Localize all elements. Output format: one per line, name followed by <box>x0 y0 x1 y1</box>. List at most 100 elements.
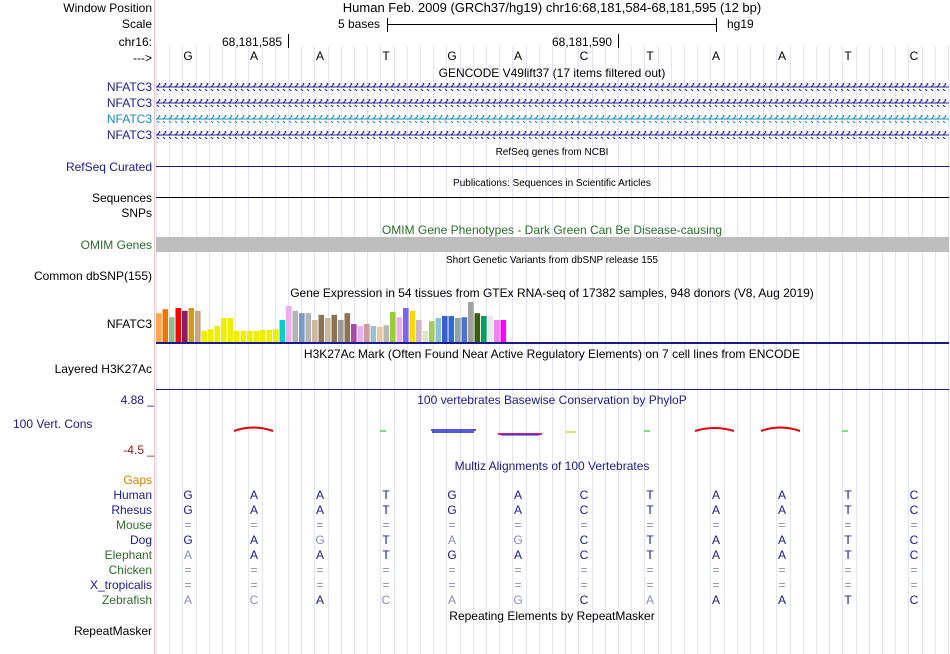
gtex-tissue-bar[interactable] <box>273 329 279 342</box>
gtex-tissue-bar[interactable] <box>331 314 338 342</box>
gtex-title[interactable]: Gene Expression in 54 tissues from GTEx … <box>290 286 814 300</box>
gtex-tissue-bar[interactable] <box>214 326 221 342</box>
gtex-tissue-bar[interactable] <box>409 310 416 342</box>
gtex-tissue-bar[interactable] <box>221 318 227 342</box>
species-label[interactable]: Zebrafish <box>101 593 152 607</box>
gtex-tissue-bar[interactable] <box>292 310 299 342</box>
gtex-tissue-bar[interactable] <box>448 316 455 342</box>
phylop-title[interactable]: 100 vertebrates Basewise Conservation by… <box>417 393 687 407</box>
gtex-tissue-bar[interactable] <box>247 330 253 342</box>
publications-line[interactable] <box>156 197 949 198</box>
omim-title[interactable]: OMIM Gene Phenotypes - Dark Green Can Be… <box>381 223 723 237</box>
gencode-item-label-1[interactable]: NFATC3 <box>106 80 152 94</box>
gtex-tissue-bar[interactable] <box>169 317 175 342</box>
gencode-title[interactable]: GENCODE V49lift37 (17 items filtered out… <box>438 66 666 80</box>
gtex-tissue-bar[interactable] <box>312 320 318 342</box>
multiz-title[interactable]: Multiz Alignments of 100 Vertebrates <box>454 459 650 473</box>
gtex-tissue-bar[interactable] <box>481 316 487 342</box>
refseq-title[interactable]: RefSeq genes from NCBI <box>495 147 609 158</box>
multiz-gaps-label[interactable]: Gaps <box>123 473 152 487</box>
gtex-tissue-bar[interactable] <box>182 310 188 342</box>
gtex-tissue-bar[interactable] <box>338 320 344 342</box>
refseq-label[interactable]: RefSeq Curated <box>65 160 152 174</box>
gtex-tissue-bar[interactable] <box>325 318 331 342</box>
gtex-tissue-bar[interactable] <box>357 326 364 342</box>
gtex-tissue-bar[interactable] <box>227 318 234 342</box>
gtex-tissue-bar[interactable] <box>279 320 286 342</box>
grid-line <box>420 46 421 654</box>
scale-bar <box>387 24 717 25</box>
gtex-tissue-bar[interactable] <box>260 330 266 342</box>
publications-title[interactable]: Publications: Sequences in Scientific Ar… <box>453 178 651 189</box>
gtex-tissue-bar[interactable] <box>390 312 396 342</box>
h3k27ac-label[interactable]: Layered H3K27Ac <box>54 362 152 376</box>
gtex-tissue-bar[interactable] <box>162 309 169 342</box>
species-label[interactable]: Mouse <box>115 518 152 532</box>
snps-label[interactable]: SNPs <box>121 206 152 220</box>
h3k27ac-title[interactable]: H3K27Ac Mark (Often Found Near Active Re… <box>303 347 801 361</box>
gtex-tissue-bar[interactable] <box>500 320 507 342</box>
gtex-tissue-bar[interactable] <box>208 329 214 342</box>
species-label[interactable]: Rhesus <box>111 503 152 517</box>
gtex-tissue-bar[interactable] <box>240 330 247 342</box>
gtex-tissue-bar[interactable] <box>156 313 162 342</box>
gtex-tissue-bar[interactable] <box>195 310 201 342</box>
phylop-label[interactable]: 100 Vert. Cons <box>13 417 93 431</box>
transcript-2[interactable] <box>156 99 949 107</box>
species-label[interactable]: Human <box>113 488 152 502</box>
gtex-tissue-bar[interactable] <box>377 326 383 342</box>
gtex-tissue-bar[interactable] <box>487 316 494 342</box>
species-label[interactable]: Chicken <box>108 563 152 577</box>
gtex-tissue-bar[interactable] <box>364 324 370 342</box>
species-label[interactable]: Elephant <box>104 548 152 562</box>
gtex-tissue-bar[interactable] <box>234 330 240 342</box>
gtex-tissue-bar[interactable] <box>188 308 195 342</box>
gtex-tissue-bar[interactable] <box>201 330 208 342</box>
gtex-tissue-bar[interactable] <box>474 313 481 342</box>
gtex-tissue-bar[interactable] <box>318 314 325 342</box>
gtex-tissue-bar[interactable] <box>494 320 500 342</box>
gencode-transcripts[interactable] <box>156 80 949 142</box>
gtex-tissue-bar[interactable] <box>175 308 182 342</box>
gtex-expression-chart[interactable] <box>156 300 556 342</box>
publications-label[interactable]: Sequences <box>91 191 152 205</box>
repeatmasker-label[interactable]: RepeatMasker <box>73 624 152 638</box>
gtex-tissue-bar[interactable] <box>455 318 461 342</box>
dbsnp-title[interactable]: Short Genetic Variants from dbSNP releas… <box>446 255 658 266</box>
gtex-tissue-bar[interactable] <box>396 317 403 342</box>
gtex-tissue-bar[interactable] <box>403 308 409 342</box>
transcript-3[interactable] <box>156 115 949 123</box>
gtex-tissue-bar[interactable] <box>429 321 435 342</box>
gtex-tissue-bar[interactable] <box>370 326 377 342</box>
gencode-item-label-4[interactable]: NFATC3 <box>106 128 152 142</box>
gtex-tissue-bar[interactable] <box>253 330 260 342</box>
species-label[interactable]: X_tropicalis <box>89 578 152 592</box>
omim-phenotype-bar[interactable] <box>156 237 949 252</box>
gtex-tissue-bar[interactable] <box>383 325 390 342</box>
refseq-gene-line[interactable] <box>156 166 949 167</box>
repeatmasker-title[interactable]: Repeating Elements by RepeatMasker <box>449 609 655 623</box>
gtex-tissue-bar[interactable] <box>422 330 429 342</box>
gtex-tissue-bar[interactable] <box>416 320 422 342</box>
gtex-tissue-bar[interactable] <box>435 318 442 342</box>
gtex-tissue-bar[interactable] <box>305 313 312 342</box>
grid-line <box>473 46 474 654</box>
gencode-item-label-2[interactable]: NFATC3 <box>106 96 152 110</box>
gtex-tissue-bar[interactable] <box>299 313 305 342</box>
gtex-label[interactable]: NFATC3 <box>106 317 152 331</box>
gtex-tissue-bar[interactable] <box>461 317 468 342</box>
gtex-tissue-bar[interactable] <box>286 306 292 342</box>
species-label[interactable]: Dog <box>129 533 152 547</box>
transcript-1[interactable] <box>156 83 949 91</box>
gtex-tissue-bar[interactable] <box>442 316 448 342</box>
gtex-tissue-bar[interactable] <box>468 302 474 342</box>
gtex-tissue-bar[interactable] <box>344 313 351 342</box>
transcript-4[interactable] <box>156 131 949 139</box>
dbsnp-label[interactable]: Common dbSNP(155) <box>33 269 152 283</box>
gtex-tissue-bar[interactable] <box>266 330 273 342</box>
gencode-item-label-3[interactable]: NFATC3 <box>106 112 152 126</box>
gtex-tissue-bar[interactable] <box>351 324 357 342</box>
strand-arrow-label[interactable]: ---> <box>133 51 152 65</box>
omim-label[interactable]: OMIM Genes <box>80 238 152 252</box>
phylop-wiggle[interactable] <box>156 420 949 442</box>
